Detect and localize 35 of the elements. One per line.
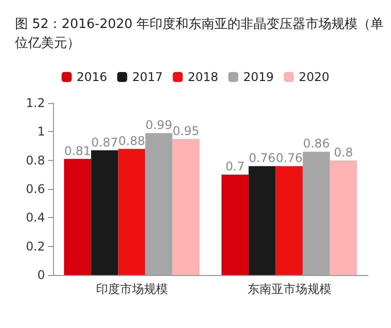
bar <box>276 166 303 275</box>
x-tick-label: 东南亚市场规模 <box>247 282 332 296</box>
legend-label: 2020 <box>298 70 330 84</box>
data-label: 0.7 <box>226 160 245 174</box>
bar <box>145 133 172 275</box>
y-tick-label: 1 <box>37 124 45 139</box>
x-tick-label: 印度市场规模 <box>96 282 168 296</box>
data-label: 0.76 <box>248 151 276 166</box>
data-label: 0.81 <box>64 144 91 158</box>
bar <box>302 152 330 275</box>
data-label: 0.8 <box>334 145 353 160</box>
bar <box>222 174 249 275</box>
bar <box>248 166 276 275</box>
data-label: 0.88 <box>118 134 146 148</box>
bar <box>172 138 200 275</box>
data-label: 0.99 <box>145 118 172 132</box>
data-label: 0.95 <box>172 124 200 138</box>
legend-label: 2019 <box>243 70 274 84</box>
chart-title: 图 52：2016-2020 年印度和东南亚的非晶变压器市场规模（单位亿美元） <box>15 16 384 51</box>
data-label: 0.86 <box>302 136 330 151</box>
y-tick-label: 1.2 <box>26 96 45 110</box>
legend-label: 2016 <box>76 70 108 84</box>
y-tick-label: 0.6 <box>26 182 45 196</box>
y-tick-label: 0 <box>37 268 45 282</box>
bar <box>64 158 92 275</box>
bar <box>118 148 146 275</box>
y-tick-label: 0.4 <box>26 210 45 225</box>
data-label: 0.76 <box>276 151 303 166</box>
data-label: 0.87 <box>91 135 118 150</box>
legend-label: 2017 <box>132 70 163 84</box>
bar <box>91 150 118 275</box>
y-tick-label: 0.8 <box>26 153 45 168</box>
legend-label: 2018 <box>188 70 218 84</box>
bar <box>330 160 357 275</box>
y-tick-label: 0.2 <box>26 239 45 254</box>
